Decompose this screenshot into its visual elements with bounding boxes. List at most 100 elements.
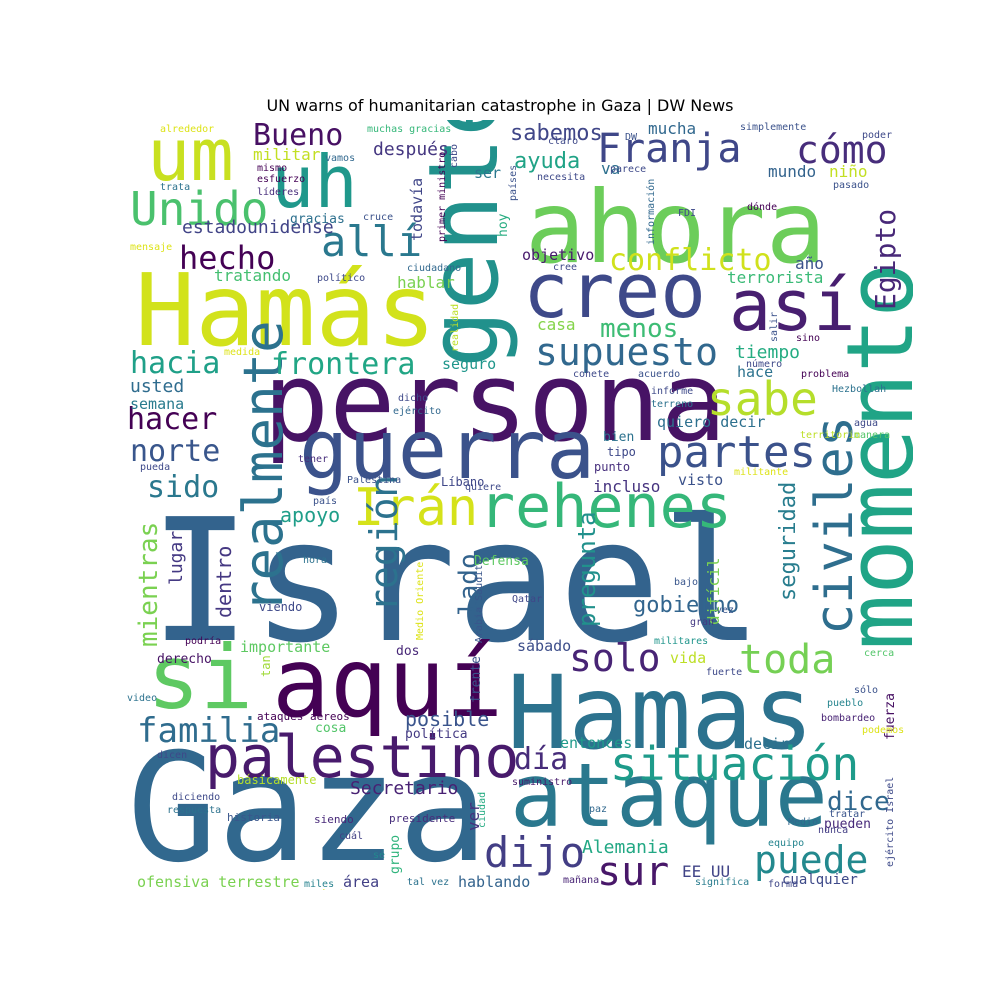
word-paz: paz bbox=[589, 804, 607, 815]
word-vez: vez bbox=[716, 605, 734, 616]
word-toda: toda bbox=[739, 637, 835, 683]
word-ahora: ahora bbox=[525, 169, 826, 286]
word-hacia: hacia bbox=[130, 346, 220, 381]
word-gracias: gracias bbox=[290, 212, 345, 227]
word-guerra: guerra bbox=[299, 403, 595, 498]
word-cohete: cohete bbox=[573, 369, 609, 380]
word-dia: día bbox=[514, 742, 568, 777]
word-punto: punto bbox=[594, 460, 630, 474]
word-aqui: aquí bbox=[272, 627, 503, 739]
word-donde: dónde bbox=[747, 201, 777, 213]
word-diciendo: diciendo bbox=[172, 792, 220, 803]
word-mucha: mucha bbox=[648, 120, 696, 138]
word-hora: hora bbox=[303, 555, 327, 566]
word-decir: decir bbox=[744, 735, 789, 753]
word-libano: Líbano bbox=[441, 475, 484, 489]
word-ejercito-israel: ejército Israel bbox=[884, 777, 896, 867]
word-sido: sido bbox=[147, 470, 219, 505]
word-necesita: necesita bbox=[537, 172, 585, 183]
word-derecho: derecho bbox=[157, 652, 212, 667]
word-frontera: frontera bbox=[271, 347, 416, 382]
word-supuesto: supuesto bbox=[535, 330, 718, 374]
word-pueda: pueda bbox=[140, 462, 170, 473]
word-iran: Irán bbox=[353, 478, 478, 538]
word-dentro: dentro bbox=[212, 546, 236, 618]
word-franja: Franja bbox=[597, 126, 742, 172]
word-acuerdo: acuerdo bbox=[638, 369, 680, 380]
word-numero: número bbox=[746, 358, 782, 370]
word-equipo: equipo bbox=[768, 838, 804, 849]
word-suministro: suministro bbox=[512, 777, 572, 788]
word-solo: sólo bbox=[854, 684, 878, 696]
word-secretario: Secretario bbox=[350, 778, 458, 799]
word-qatar: Qatar bbox=[512, 594, 542, 605]
word-ee-uu: EE UU bbox=[682, 862, 730, 881]
word-vamos: vamos bbox=[325, 153, 355, 164]
word-va: va bbox=[601, 159, 620, 178]
word-region: región bbox=[362, 475, 406, 612]
word-ano: año bbox=[795, 254, 824, 273]
word-hablando: hablando bbox=[458, 873, 530, 890]
word-tiempo: tiempo bbox=[735, 342, 800, 363]
word-despues: después bbox=[373, 139, 449, 160]
word-alemania: Alemania bbox=[582, 837, 669, 858]
word-presidente: presidente bbox=[389, 812, 455, 825]
word-usted: usted bbox=[130, 376, 184, 397]
word-como: cómo bbox=[796, 128, 888, 172]
word-manera: manera bbox=[854, 430, 890, 441]
word-mensaje: mensaje bbox=[130, 242, 172, 253]
word-sur: sur bbox=[597, 849, 669, 890]
word-gran: gran bbox=[690, 617, 714, 628]
word-quiero-decir: quiero decir bbox=[657, 413, 765, 431]
word-dificil: difícil bbox=[704, 558, 723, 625]
word-tener: tener bbox=[298, 454, 328, 465]
word-semana: semana bbox=[130, 395, 184, 413]
word-bajo: bajo bbox=[674, 577, 698, 588]
word-hace: hace bbox=[737, 363, 773, 381]
word-ciudadano: ciudadano bbox=[407, 263, 461, 274]
word-tratando: tratando bbox=[214, 266, 291, 285]
word-frente: frente bbox=[469, 656, 484, 703]
word-territorio: territorio bbox=[800, 430, 860, 441]
word-mundo: mundo bbox=[768, 162, 816, 181]
word-estadounidense: estadounidense bbox=[182, 217, 334, 238]
word-area: área bbox=[343, 873, 379, 890]
word-salir: salir bbox=[769, 312, 780, 342]
word-terrorista: terrorista bbox=[727, 268, 823, 287]
word-historia: historia bbox=[227, 811, 280, 824]
word-posible: posible bbox=[405, 707, 489, 731]
word-objetivo: objetivo bbox=[522, 246, 594, 264]
word-simplemente: simplemente bbox=[740, 122, 806, 133]
word-dicen: dicen bbox=[157, 750, 187, 761]
word-cualquier: cualquier bbox=[782, 872, 858, 888]
word-incluso: incluso bbox=[593, 477, 660, 496]
word-alrededor: alrededor bbox=[160, 124, 214, 135]
word-palestino: palestino bbox=[205, 723, 519, 791]
word-forma: forma bbox=[768, 879, 798, 890]
word-todavia: todavía bbox=[408, 178, 426, 241]
word-tal-vez: tal vez bbox=[407, 877, 449, 888]
word-militar: militar bbox=[253, 145, 321, 164]
word-momento: momento bbox=[827, 262, 913, 650]
word-primer-ministro: primer ministro bbox=[437, 152, 448, 242]
word-defensa: Defensa bbox=[474, 554, 529, 569]
word-paises: países bbox=[507, 165, 519, 201]
word-pasado: pasado bbox=[833, 180, 869, 191]
word-hablar: hablar bbox=[397, 273, 455, 292]
word-persona: persona bbox=[263, 338, 727, 466]
word-pais: país bbox=[313, 495, 337, 507]
word-informacion: información bbox=[645, 179, 657, 245]
word-militante: militante bbox=[734, 467, 788, 478]
word-cerca: cerca bbox=[864, 648, 894, 659]
word-seguridad: seguridad bbox=[776, 482, 801, 601]
word-manana: mañana bbox=[563, 875, 599, 886]
word-medida: medida bbox=[224, 347, 260, 358]
word-casa: casa bbox=[537, 315, 576, 334]
word-ver: ver bbox=[464, 802, 483, 831]
word-agua: agua bbox=[854, 418, 878, 429]
word-civiles: civiles bbox=[805, 416, 865, 635]
word-lideres: líderes bbox=[257, 186, 299, 198]
word-siendo: siendo bbox=[314, 813, 354, 826]
word-creo: creo bbox=[523, 246, 706, 335]
word-cual: cuál bbox=[339, 830, 363, 842]
